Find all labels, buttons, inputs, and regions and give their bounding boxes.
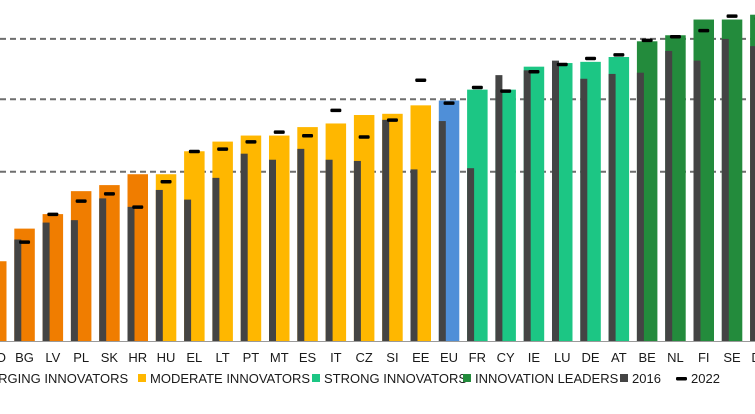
marker-2022-eu bbox=[443, 101, 455, 105]
tick-label-mt: MT bbox=[270, 350, 289, 365]
tick-label-ro: RO bbox=[0, 350, 6, 365]
tick-label-fi: FI bbox=[698, 350, 710, 365]
marker-2022-hr bbox=[132, 205, 144, 209]
marker-2016-bg bbox=[14, 239, 22, 341]
legend-swatch-strong-innovators bbox=[312, 374, 320, 382]
tick-label-de: DE bbox=[582, 350, 600, 365]
tick-label-cy: CY bbox=[497, 350, 515, 365]
legend-swatch-2022 bbox=[676, 377, 687, 381]
marker-2016-lu bbox=[552, 60, 559, 342]
tick-label-hr: HR bbox=[128, 350, 147, 365]
marker-2016-hu bbox=[155, 189, 163, 341]
tick-label-be: BE bbox=[638, 350, 656, 365]
marker-2022-lt bbox=[217, 147, 229, 151]
tick-label-ee: EE bbox=[412, 350, 430, 365]
legend-label-innovation-leaders: INNOVATION LEADERS bbox=[475, 371, 619, 386]
marker-2022-si bbox=[386, 118, 398, 122]
legend-label-emerging-innovators: EMERGING INNOVATORS bbox=[0, 371, 129, 386]
marker-2016-at bbox=[608, 73, 616, 341]
tick-label-es: ES bbox=[299, 350, 317, 365]
tick-label-lt: LT bbox=[216, 350, 230, 365]
marker-2016-ee bbox=[410, 169, 418, 341]
marker-2016-be bbox=[636, 72, 644, 341]
marker-2022-nl bbox=[669, 34, 681, 39]
tick-label-lu: LU bbox=[554, 350, 571, 365]
marker-2022-cz bbox=[358, 135, 370, 139]
marker-2022-de bbox=[585, 56, 597, 61]
marker-2022-se bbox=[726, 14, 738, 18]
tick-label-fr: FR bbox=[469, 350, 486, 365]
marker-2016-hr bbox=[127, 206, 135, 341]
tick-label-eu: EU bbox=[440, 350, 458, 365]
marker-2016-fr bbox=[467, 168, 475, 341]
legend: EMERGING INNOVATORS MODERATE INNOVATORS ST… bbox=[0, 371, 720, 386]
marker-2022-hu bbox=[160, 179, 172, 184]
marker-2022-el bbox=[188, 149, 200, 154]
marker-2022-lv bbox=[47, 212, 59, 217]
tick-label-it: IT bbox=[330, 350, 342, 365]
tick-label-at: AT bbox=[611, 350, 627, 365]
marker-2022-at bbox=[613, 53, 625, 57]
tick-label-el: EL bbox=[186, 350, 202, 365]
tick-label-bg: BG bbox=[15, 350, 34, 365]
legend-swatch-moderate-innovators bbox=[138, 374, 146, 382]
grid-layer bbox=[0, 37, 755, 173]
marker-2016-ie bbox=[523, 70, 531, 342]
legend-label-2016: 2016 bbox=[632, 371, 661, 386]
marker-2016-eu bbox=[438, 121, 446, 341]
marker-2022-fr bbox=[471, 85, 483, 90]
marker-2016-mt bbox=[269, 159, 276, 341]
marker-2016-fi bbox=[693, 60, 701, 342]
legend-swatch-innovation-leaders bbox=[463, 374, 471, 382]
legend-label-2022: 2022 bbox=[691, 371, 720, 386]
marker-2022-bg bbox=[19, 240, 31, 244]
marker-2016-lv bbox=[42, 222, 50, 341]
marker-2022-ie bbox=[528, 70, 540, 74]
legend-label-strong-innovators: STRONG INNOVATORS bbox=[324, 371, 467, 386]
marker-2022-lu bbox=[556, 62, 568, 67]
legend-label-moderate-innovators: MODERATE INNOVATORS bbox=[150, 371, 310, 386]
marker-2022-be bbox=[641, 38, 653, 43]
tick-label-dk: DK bbox=[751, 350, 755, 365]
marker-2022-cy bbox=[500, 89, 512, 93]
tick-label-cz: CZ bbox=[355, 350, 372, 365]
marker-2016-nl bbox=[665, 50, 673, 342]
marker-2016-pt bbox=[240, 153, 248, 341]
marker-2016-cy bbox=[495, 75, 503, 341]
marker-2016-lt bbox=[212, 177, 220, 341]
marker-2022-mt bbox=[273, 130, 285, 134]
tick-label-se: SE bbox=[723, 350, 741, 365]
tick-label-si: SI bbox=[386, 350, 398, 365]
marker-2016-si bbox=[382, 119, 390, 341]
marker-2022-fi bbox=[698, 28, 710, 33]
marker-2022-ee bbox=[415, 78, 427, 82]
tick-label-hu: HU bbox=[157, 350, 176, 365]
tick-label-lv: LV bbox=[45, 350, 60, 365]
legend-swatch-2016 bbox=[620, 374, 628, 382]
marker-2016-cz bbox=[353, 160, 361, 341]
x-axis: RO BG LV PL SK HR HU EL LT PT MT ES IT CZ SI EE EU FR CY IE… bbox=[0, 341, 755, 365]
marker-2022-pl bbox=[75, 199, 87, 203]
tick-label-pt: PT bbox=[243, 350, 260, 365]
tick-label-ie: IE bbox=[528, 350, 541, 365]
marker-2022-pt bbox=[245, 140, 257, 144]
bar-ro bbox=[0, 261, 7, 341]
markers-2022-layer bbox=[19, 14, 755, 244]
marker-2016-dk bbox=[750, 46, 755, 341]
tick-label-nl: NL bbox=[667, 350, 684, 365]
marker-2022-it bbox=[330, 108, 342, 113]
marker-2016-it bbox=[325, 159, 333, 341]
marker-2016-es bbox=[297, 148, 305, 341]
marker-2022-es bbox=[302, 134, 314, 138]
tick-label-pl: PL bbox=[73, 350, 89, 365]
tick-label-sk: SK bbox=[101, 350, 119, 365]
marker-2016-pl bbox=[70, 220, 78, 341]
marker-2022-sk bbox=[103, 192, 115, 196]
markers-2016-layer bbox=[14, 38, 755, 342]
marker-2016-el bbox=[184, 199, 192, 341]
marker-2016-se bbox=[721, 38, 729, 341]
marker-2016-sk bbox=[99, 198, 107, 341]
marker-2016-de bbox=[580, 78, 588, 342]
